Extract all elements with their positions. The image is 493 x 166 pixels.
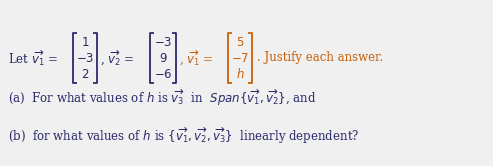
Text: $1$: $1$ — [81, 36, 89, 48]
Text: $2$: $2$ — [81, 68, 89, 81]
Text: $h$: $h$ — [236, 67, 245, 81]
Text: (b)  for what values of $h$ is $\{\overrightarrow{v_1}, \overrightarrow{v_2}, \o: (b) for what values of $h$ is $\{\overri… — [8, 126, 359, 146]
Text: , $\overrightarrow{v_1}$ =: , $\overrightarrow{v_1}$ = — [179, 48, 213, 68]
Text: (a)  For what values of $h$ is $\overrightarrow{v_3}$  in  $\mathit{Span}\{\over: (a) For what values of $h$ is $\overrigh… — [8, 88, 317, 108]
Text: $5$: $5$ — [236, 36, 244, 48]
Text: $-7$: $-7$ — [231, 51, 249, 65]
Text: $-3$: $-3$ — [154, 36, 172, 48]
Text: $-6$: $-6$ — [154, 68, 172, 81]
Text: , $\overrightarrow{v_2}$ =: , $\overrightarrow{v_2}$ = — [100, 48, 135, 68]
Text: . Justify each answer.: . Justify each answer. — [257, 51, 383, 65]
Text: $-3$: $-3$ — [76, 51, 94, 65]
Text: $9$: $9$ — [159, 51, 167, 65]
Text: Let $\overrightarrow{v_1}$ =: Let $\overrightarrow{v_1}$ = — [8, 48, 58, 68]
